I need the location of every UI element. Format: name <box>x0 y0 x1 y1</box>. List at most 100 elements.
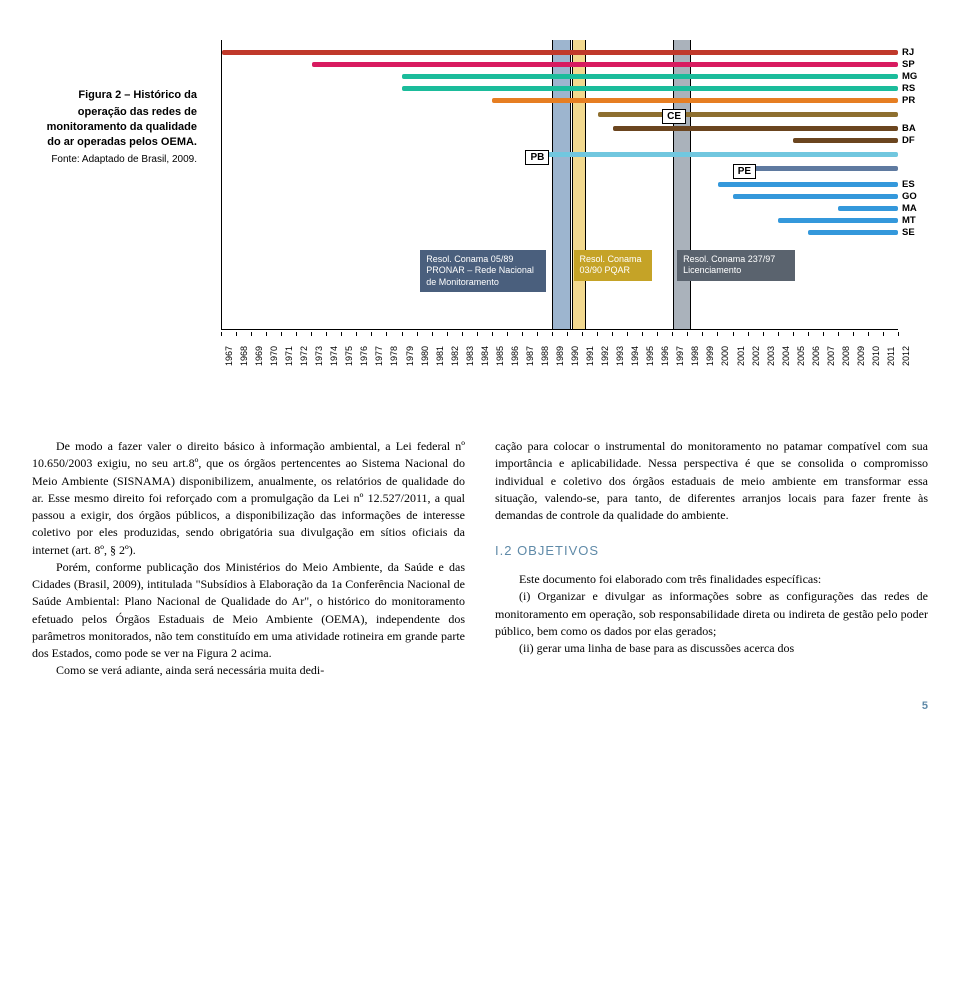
timeline-bar <box>778 218 898 223</box>
paragraph: Como se verá adiante, ainda será necessá… <box>32 662 465 679</box>
x-tick-label: 1974 <box>329 346 339 366</box>
series-label: PR <box>902 96 928 106</box>
x-tick-label: 1977 <box>374 346 384 366</box>
x-tick-label: 1972 <box>299 346 309 366</box>
x-tick-label: 2002 <box>751 346 761 366</box>
x-tick-label: 1991 <box>585 346 595 366</box>
series-label: SE <box>902 228 928 238</box>
x-tick-label: 2004 <box>781 346 791 366</box>
x-tick-label: 2006 <box>811 346 821 366</box>
caption-source: Fonte: Adaptado de Brasil, 2009. <box>32 153 197 167</box>
x-tick-label: 1999 <box>705 346 715 366</box>
timeline-bar <box>545 152 898 157</box>
x-tick-label: 1967 <box>224 346 234 366</box>
series-label: RJ <box>902 48 928 58</box>
x-tick-label: 1976 <box>359 346 369 366</box>
x-tick-label: 2011 <box>886 347 896 366</box>
x-tick-label: 1979 <box>405 346 415 366</box>
highlight-label: Resol. Conama03/90 PQAR <box>574 250 652 281</box>
paragraph: cação para colocar o instrumental do mon… <box>495 438 928 524</box>
series-label: RS <box>902 84 928 94</box>
timeline-bar <box>733 194 898 199</box>
x-tick-label: 1973 <box>314 346 324 366</box>
x-tick-label: 2007 <box>826 346 836 366</box>
caption-line: monitoramento da qualidade <box>32 120 197 135</box>
x-tick-label: 1998 <box>690 346 700 366</box>
caption-line: Figura 2 – Histórico da <box>32 88 197 103</box>
x-tick-label: 1978 <box>389 346 399 366</box>
plot-area: CE PB PE Resol. Conama 05/89PRONAR – Rede N… <box>221 40 898 330</box>
x-tick-label: 2008 <box>841 346 851 366</box>
body-text: De modo a fazer valer o direito básico à… <box>32 438 928 680</box>
highlight-band <box>572 40 586 329</box>
timeline-bar <box>402 74 898 79</box>
x-axis: 1967 1968 1969 1970 1971 1972 1973 1974 1975 1976… <box>221 332 898 386</box>
x-tick-label: 1988 <box>540 346 550 366</box>
x-tick-label: 2000 <box>720 346 730 366</box>
series-label: DF <box>902 136 928 146</box>
series-label: BA <box>902 124 928 134</box>
x-tick-label: 1996 <box>660 346 670 366</box>
page-number: 5 <box>32 700 928 712</box>
timeline-bar <box>222 50 898 55</box>
x-tick-label: 1990 <box>570 346 580 366</box>
x-tick-label: 1987 <box>525 346 535 366</box>
x-tick-label: 1997 <box>675 346 685 366</box>
x-tick-label: 2003 <box>766 346 776 366</box>
x-tick-label: 1981 <box>435 346 445 366</box>
x-tick-label: 1968 <box>239 346 249 366</box>
timeline-bar <box>613 126 898 131</box>
timeline-bar <box>402 86 898 91</box>
paragraph: De modo a fazer valer o direito básico à… <box>32 438 465 559</box>
series-label: ES <box>902 180 928 190</box>
timeline-bar <box>718 182 898 187</box>
x-tick-label: 1984 <box>480 346 490 366</box>
series-label: MA <box>902 204 928 214</box>
x-tick-label: 2001 <box>736 346 746 366</box>
column-right: cação para colocar o instrumental do mon… <box>495 438 928 680</box>
x-tick-label: 2012 <box>901 346 911 366</box>
timeline-bar <box>312 62 898 67</box>
figure-caption: Figura 2 – Histórico da operação das red… <box>32 40 197 360</box>
paragraph: (ii) gerar uma linha de base para as dis… <box>495 640 928 657</box>
x-tick-label: 1986 <box>510 346 520 366</box>
x-tick-label: 1970 <box>269 346 279 366</box>
highlight-band <box>552 40 570 329</box>
paragraph: Porém, conforme publicação dos Ministéri… <box>32 559 465 663</box>
timeline-bar <box>793 138 898 143</box>
floating-label: PE <box>733 164 756 179</box>
series-label: MT <box>902 216 928 226</box>
series-label: SP <box>902 60 928 70</box>
caption-line: do ar operadas pelos OEMA. <box>32 135 197 150</box>
x-tick-label: 1989 <box>555 346 565 366</box>
x-tick-label: 1995 <box>645 346 655 366</box>
series-label: GO <box>902 192 928 202</box>
paragraph: Este documento foi elaborado com três fi… <box>495 571 928 588</box>
section-heading: I.2 OBJETIVOS <box>495 542 928 561</box>
timeline-bar <box>598 112 898 117</box>
timeline-bar <box>492 98 898 103</box>
x-tick-label: 1993 <box>615 346 625 366</box>
highlight-label: Resol. Conama 05/89PRONAR – Rede Naciona… <box>420 250 546 292</box>
x-tick-label: 1969 <box>254 346 264 366</box>
timeline-chart: CE PB PE Resol. Conama 05/89PRONAR – Rede N… <box>221 40 928 360</box>
x-tick-label: 2009 <box>856 346 866 366</box>
x-tick-label: 2005 <box>796 346 806 366</box>
timeline-bar <box>808 230 898 235</box>
x-tick-label: 1975 <box>344 346 354 366</box>
column-left: De modo a fazer valer o direito básico à… <box>32 438 465 680</box>
x-tick-label: 1983 <box>465 346 475 366</box>
x-tick-label: 1982 <box>450 346 460 366</box>
x-tick-label: 1985 <box>495 346 505 366</box>
timeline-bar <box>838 206 898 211</box>
x-tick-label: 1980 <box>420 346 430 366</box>
floating-label: CE <box>662 109 686 124</box>
floating-label: PB <box>525 150 549 165</box>
caption-line: operação das redes de <box>32 105 197 120</box>
figure-block: Figura 2 – Histórico da operação das red… <box>32 40 928 360</box>
x-tick-label: 2010 <box>871 346 881 366</box>
x-tick-label: 1992 <box>600 346 610 366</box>
highlight-label: Resol. Conama 237/97Licenciamento <box>677 250 795 281</box>
x-tick-label: 1994 <box>630 346 640 366</box>
x-tick-label: 1971 <box>284 346 294 366</box>
